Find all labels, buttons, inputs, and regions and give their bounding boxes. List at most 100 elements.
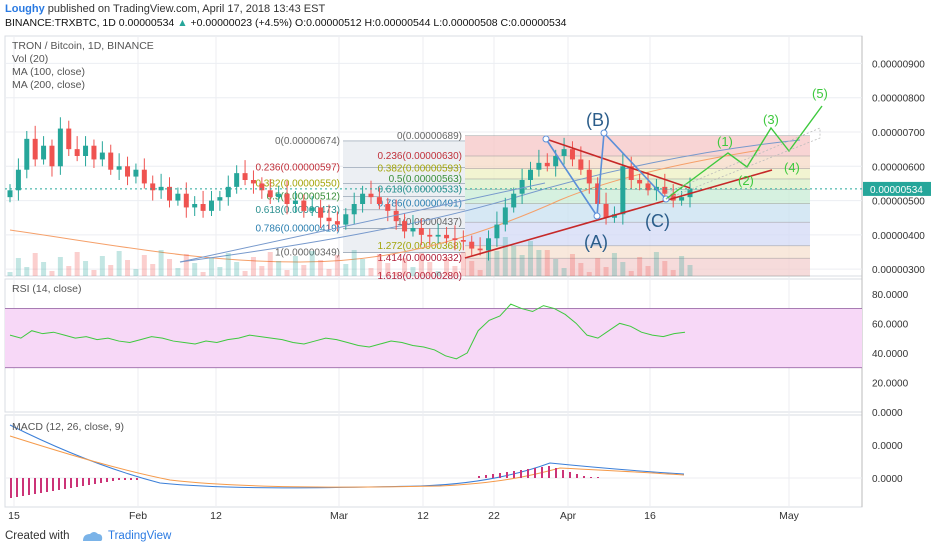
volume-bar [637,257,643,276]
candle-body [276,193,282,198]
candle-body [620,166,626,215]
candle-body [200,204,206,211]
macd-histogram-bar [100,478,102,483]
price-tick-label: 0.00000300 [872,265,925,276]
volume-bar [150,264,156,276]
candle-body [99,152,105,160]
volume-bar [603,267,609,276]
macd-histogram-bar [22,478,24,496]
time-tick-label: 15 [8,510,20,522]
candle-body [586,169,592,184]
volume-bar [368,268,374,276]
volume-bar [74,252,80,276]
macd-legend: MACD (12, 26, close, 9) [12,421,125,433]
macd-histogram-bar [28,478,30,495]
volume-bar [141,255,147,276]
macd-histogram-bar [64,478,66,489]
elliott-wave-label: (2) [738,173,754,188]
author-link[interactable]: Loughy [5,3,45,15]
macd-histogram-bar [562,470,564,478]
candle-body [259,183,265,191]
volume-bar [24,267,30,276]
volume-bar [125,260,131,276]
macd-histogram-bar [520,470,522,478]
macd-histogram-bar [569,472,571,478]
symbol-label: BINANCE:TRXBTC, 1D [5,17,116,29]
macd-histogram-bar [492,474,494,478]
price-tick-label: 0.00000800 [872,94,925,105]
macd-histogram-bar [10,478,12,498]
price-tick-label: 0.00000600 [872,162,925,173]
macd-histogram-bar [548,466,550,478]
macd-histogram-bar [555,468,557,478]
candle-body [318,207,324,218]
fib-right-label: 1.618(0.00000280) [377,271,462,282]
macd-histogram-bar [136,478,138,480]
volume-bar [360,259,366,276]
price-tick-label: 0.00000900 [872,59,925,70]
volume-bar [569,254,575,276]
macd-histogram-bar [82,478,84,486]
candle-body [544,162,550,167]
candle-body [469,241,475,249]
rsi-line [9,303,686,360]
time-tick-label: Apr [560,510,577,522]
last-price-tag-text: 0.00000534 [870,185,923,196]
rsi-tick-label: 80.0000 [872,290,909,301]
candle-body [267,190,273,198]
volume-bar [662,261,668,276]
candle-body [351,204,357,215]
candle-body [368,193,374,198]
candle-body [527,169,533,180]
elliott-wave-label: (1) [717,134,733,149]
volume-bar [477,270,483,276]
elliott-projection-path [665,105,823,200]
macd-histogram-bar [534,468,536,478]
candle-body [141,169,147,184]
fib-right-label: 0(0.00000689) [397,131,462,142]
candle-body [561,149,567,156]
tradingview-brand[interactable]: TradingView [108,530,172,542]
rsi-tick-label: 20.0000 [872,378,909,389]
volume-bar [66,266,72,276]
volume-bar [133,269,139,276]
candle-body [125,166,131,177]
volume-bar [385,263,391,276]
candle-body [175,193,181,201]
candle-body [116,166,122,170]
trendline [179,182,546,263]
candle-body [402,221,408,232]
fib-left-label: 0.236(0.00000597) [255,162,340,173]
volume-bar [393,272,399,276]
time-tick-label: Mar [330,510,349,522]
volume-bar [192,263,198,276]
volume-bar [435,271,441,276]
candle-body [242,173,248,180]
up-arrow-icon: ▲ [177,17,188,29]
volume-bar [334,255,340,276]
fib-right-label: 0.382(0.00000593) [377,164,462,175]
volume-bar [578,263,584,276]
macd-histogram-bar [106,478,108,482]
volume-bar [276,261,282,276]
candle-body [183,193,189,208]
ma-line [179,139,801,263]
macd-histogram-bar [94,478,96,484]
wave-b-label: (B) [586,110,610,130]
fib-right-band [465,189,810,204]
volume-bar [653,252,659,276]
volume-bar [402,258,408,276]
volume-bar [183,254,189,276]
abc-wave-point [600,129,608,137]
volume-bar [536,250,542,276]
volume-bar [116,251,122,276]
macd-histogram-bar [76,478,78,487]
candle-body [49,145,55,167]
abc-wave-point [542,135,550,143]
chart-canvas[interactable]: 0.00000900 0.00000800 0.00000700 0.00000600… [0,0,932,524]
macd-histogram-bar [527,469,529,478]
candle-body [393,210,399,222]
volume-bar [620,262,626,276]
candle-body [301,200,307,211]
candle-body [427,234,433,237]
